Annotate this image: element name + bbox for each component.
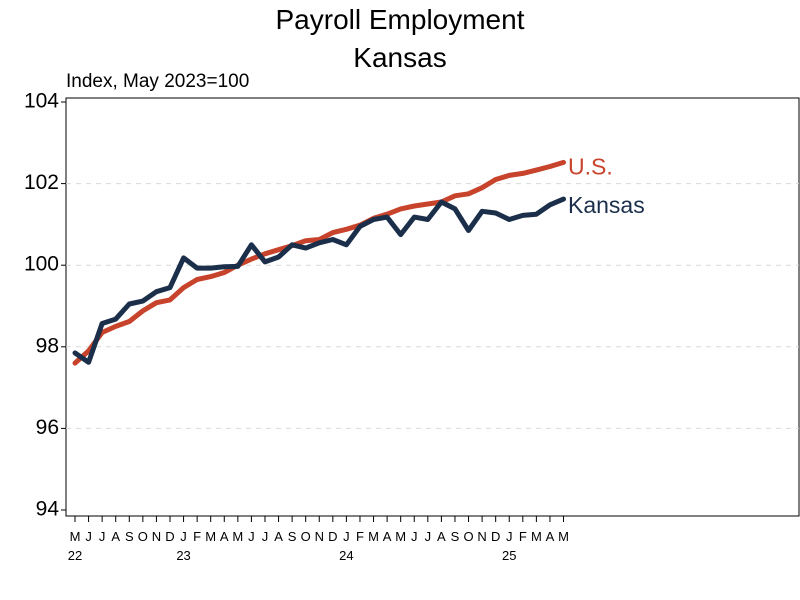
x-tick-label: M: [205, 529, 216, 544]
x-year-label: 23: [176, 548, 190, 563]
x-tick-label: F: [193, 529, 201, 544]
x-tick-label: J: [85, 529, 92, 544]
x-tick-label: M: [395, 529, 406, 544]
x-tick-label: J: [262, 529, 269, 544]
series-lines: [72, 159, 566, 366]
series-labels: U.S. Kansas: [568, 153, 645, 218]
x-tick-label: M: [70, 529, 81, 544]
y-axis: 94 96 98 100 102 104: [24, 90, 66, 521]
x-tick-label: F: [519, 529, 527, 544]
x-tick-label: M: [558, 529, 569, 544]
x-tick-label: O: [301, 529, 311, 544]
x-tick-label: A: [383, 529, 392, 544]
x-tick-label: M: [232, 529, 243, 544]
x-tick-label: J: [411, 529, 418, 544]
x-tick-label: N: [315, 529, 324, 544]
series-label: U.S.: [568, 153, 613, 179]
y-tick-label: 102: [24, 171, 59, 194]
chart-title: Payroll Employment: [276, 4, 525, 35]
gridlines: [66, 183, 799, 429]
x-tick-label: A: [111, 529, 120, 544]
x-tick-label: S: [288, 529, 297, 544]
y-tick-label: 94: [36, 498, 60, 521]
x-tick-label: F: [356, 529, 364, 544]
y-tick-label: 100: [24, 253, 59, 276]
x-tick-label: A: [220, 529, 229, 544]
y-axis-label: Index, May 2023=100: [66, 71, 249, 92]
y-tick-label: 98: [36, 334, 59, 357]
x-tick-label: D: [491, 529, 500, 544]
x-tick-label: N: [477, 529, 486, 544]
x-tick-label: J: [425, 529, 432, 544]
x-tick-label: O: [463, 529, 473, 544]
x-tick-label: J: [343, 529, 350, 544]
plot-frame: [65, 97, 800, 517]
x-year-label: 25: [502, 548, 516, 563]
series-label: Kansas: [568, 192, 645, 218]
x-tick-label: N: [152, 529, 161, 544]
series-line-us: [72, 159, 566, 366]
x-tick-label: J: [248, 529, 255, 544]
y-tick-label: 104: [24, 90, 59, 113]
x-year-label: 22: [68, 548, 82, 563]
x-tick-label: A: [274, 529, 283, 544]
x-tick-label: S: [451, 529, 460, 544]
x-tick-label: J: [99, 529, 106, 544]
x-tick-label: J: [506, 529, 513, 544]
x-tick-label: A: [437, 529, 446, 544]
x-tick-label: O: [138, 529, 148, 544]
x-year-label: 24: [339, 548, 353, 563]
x-axis: M J J A S O N D J F M A M J J A S O N D J F M A M J J A S O N D J F M A M22 2…: [68, 516, 569, 563]
series-line-kansas: [72, 196, 566, 365]
x-tick-label: M: [368, 529, 379, 544]
x-tick-label: D: [328, 529, 337, 544]
x-tick-label: D: [165, 529, 174, 544]
chart-subtitle: Kansas: [353, 42, 446, 73]
x-tick-label: M: [531, 529, 542, 544]
x-tick-label: J: [180, 529, 187, 544]
y-tick-label: 96: [36, 416, 59, 439]
x-tick-label: A: [546, 529, 555, 544]
x-tick-label: S: [125, 529, 134, 544]
